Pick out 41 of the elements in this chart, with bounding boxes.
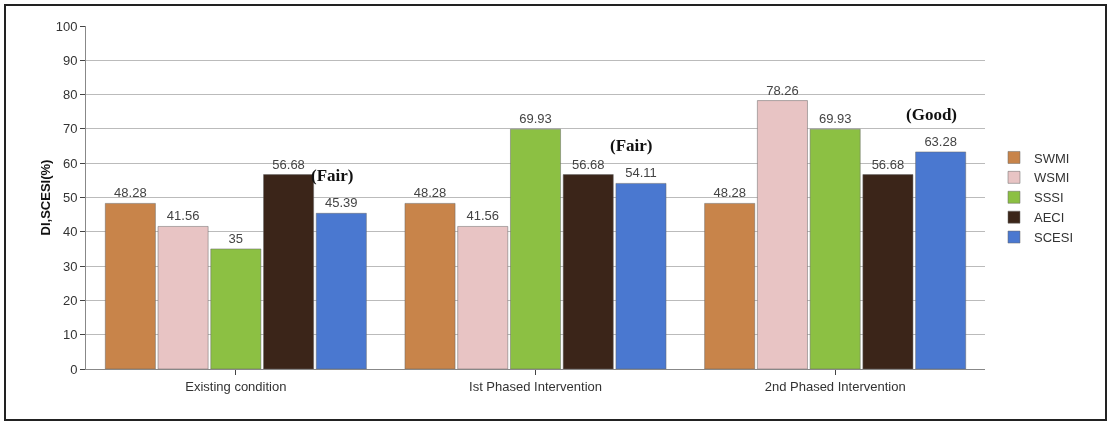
y-tick-label: 70 [62,121,78,137]
y-tick-label: 40 [62,224,78,240]
data-label: 78.26 [766,82,799,98]
data-label: 48.28 [713,185,746,201]
data-label: 41.56 [466,208,500,224]
data-label: 41.56 [166,208,200,224]
data-label: 48.28 [114,185,147,201]
data-label: 69.93 [818,111,852,127]
y-tick-label: 20 [62,292,78,308]
y-tick-label: 30 [62,258,78,274]
x-tick-label: 2nd Phased Intervention [764,378,906,394]
y-axis-title: DI,SCESI(%) [38,159,53,236]
data-label: 56.68 [272,156,305,172]
data-label: 35 [228,230,244,246]
annotation: (Good) [906,105,957,124]
bar [510,128,561,369]
y-tick-label: 50 [62,190,78,206]
legend-label: SCESI [1033,230,1074,246]
data-label: 48.28 [413,185,447,201]
bar [316,213,367,369]
y-tick-label: 90 [62,52,78,68]
annotation: (Fair) [311,166,354,185]
legend-label: WSMI [1033,170,1070,186]
data-label: 56.68 [571,156,605,172]
data-label: 45.39 [325,195,358,211]
data-label: 69.93 [519,111,552,127]
y-tick-label: 80 [62,87,78,103]
data-label: 56.68 [871,156,905,172]
annotation: (Fair) [610,136,653,155]
bar [704,203,755,369]
data-label: 54.11 [625,165,657,181]
data-label: 63.28 [924,133,957,149]
y-tick-label: 100 [55,18,78,34]
y-tick-label: 10 [62,327,78,343]
y-tick-label: 0 [70,361,78,377]
y-tick-label: 60 [62,155,78,171]
legend-label: AECI [1033,210,1065,226]
x-tick-label: Existing condition [185,378,287,394]
x-tick-label: Ist Phased Intervention [469,378,602,394]
legend-label: SSSI [1033,190,1064,206]
legend-label: SWMI [1033,150,1070,166]
